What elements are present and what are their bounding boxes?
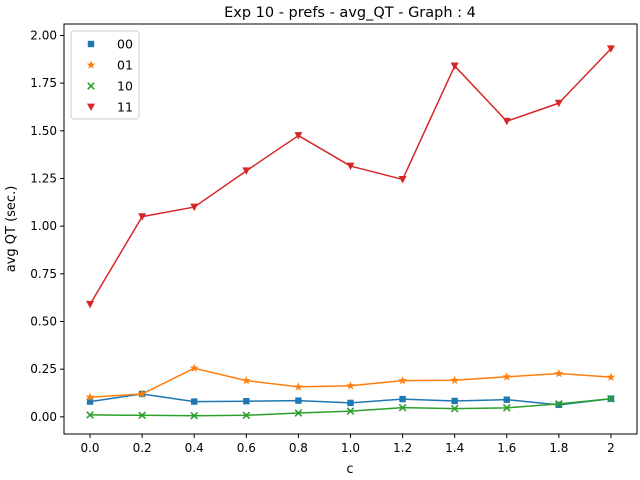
x-tick-label: 0.6 bbox=[237, 441, 256, 455]
data-point-11 bbox=[450, 62, 459, 70]
y-tick-label: 0.00 bbox=[30, 410, 57, 424]
series-10 bbox=[86, 394, 615, 420]
legend-marker-10 bbox=[87, 82, 95, 90]
data-point-01 bbox=[450, 375, 460, 384]
data-point-01 bbox=[346, 381, 355, 390]
data-point-11 bbox=[138, 213, 147, 221]
data-point-11 bbox=[554, 99, 563, 108]
data-point-10 bbox=[554, 400, 563, 408]
y-tick-label: 0.50 bbox=[30, 314, 57, 328]
x-axis-label: c bbox=[346, 462, 353, 477]
x-tick-label: 0.8 bbox=[289, 441, 308, 455]
x-tick-label: 2 bbox=[607, 441, 615, 455]
x-tick-label: 1.2 bbox=[393, 441, 412, 455]
data-point-10 bbox=[607, 394, 615, 403]
y-tick-label: 2.00 bbox=[30, 28, 57, 42]
chart-title: Exp 10 - prefs - avg_QT - Graph : 4 bbox=[224, 5, 476, 21]
data-point-00 bbox=[451, 397, 458, 405]
y-axis-label: avg QT (sec.) bbox=[4, 186, 19, 273]
y-tick-label: 1.50 bbox=[30, 124, 57, 138]
x-tick-label: 0.0 bbox=[80, 441, 99, 455]
data-point-10 bbox=[346, 407, 355, 415]
data-point-11 bbox=[502, 117, 511, 126]
data-point-10 bbox=[190, 411, 199, 420]
data-point-11 bbox=[86, 300, 95, 309]
data-point-00 bbox=[347, 399, 354, 407]
x-tick-label: 0.2 bbox=[133, 441, 152, 455]
data-point-01 bbox=[398, 376, 407, 385]
legend-marker-00 bbox=[87, 40, 95, 48]
legend-label: 01 bbox=[117, 58, 133, 73]
data-point-11 bbox=[346, 162, 355, 171]
data-point-11 bbox=[294, 132, 303, 140]
data-point-01 bbox=[294, 382, 303, 391]
data-point-10 bbox=[138, 411, 147, 420]
legend-label: 11 bbox=[117, 100, 133, 115]
y-tick-label: 0.25 bbox=[30, 362, 57, 376]
data-point-01 bbox=[137, 389, 147, 398]
data-point-00 bbox=[86, 398, 94, 405]
data-point-00 bbox=[503, 396, 510, 403]
y-tick-label: 1.25 bbox=[30, 171, 57, 185]
legend-box bbox=[70, 30, 140, 120]
legend-label: 00 bbox=[117, 37, 133, 52]
data-point-01 bbox=[554, 368, 564, 378]
data-point-10 bbox=[502, 404, 511, 412]
series-01 bbox=[85, 363, 616, 401]
y-tick-label: 0.75 bbox=[30, 267, 57, 281]
data-point-11 bbox=[190, 203, 199, 212]
x-tick-label: 0.4 bbox=[185, 441, 204, 455]
x-tick-label: 1.0 bbox=[341, 441, 360, 455]
data-point-10 bbox=[294, 409, 303, 417]
data-point-01 bbox=[606, 372, 616, 381]
data-point-00 bbox=[191, 398, 198, 405]
legend-label: 10 bbox=[117, 79, 133, 94]
y-tick-label: 1.00 bbox=[30, 219, 57, 233]
data-point-11 bbox=[242, 167, 251, 175]
x-tick-label: 1.8 bbox=[549, 441, 568, 455]
legend-marker-11 bbox=[87, 103, 95, 111]
legend-marker-01 bbox=[86, 60, 96, 69]
data-point-11 bbox=[606, 45, 615, 53]
data-point-10 bbox=[86, 411, 94, 419]
data-point-01 bbox=[502, 372, 512, 381]
data-point-00 bbox=[399, 395, 406, 403]
x-axis: 0.0 0.2 0.4 0.6 0.8 1.0 1.2 1.4 1.6 1.8 2 bbox=[80, 434, 615, 455]
data-point-11 bbox=[398, 176, 407, 184]
data-point-10 bbox=[242, 411, 251, 420]
data-point-00 bbox=[243, 398, 250, 405]
y-axis: 0.00 0.25 0.50 0.75 1.00 1.25 1.50 1.75 2.00 bbox=[30, 28, 64, 424]
y-tick-label: 1.75 bbox=[30, 76, 57, 90]
x-tick-label: 1.6 bbox=[497, 441, 516, 455]
series-11 bbox=[86, 45, 615, 309]
data-point-01 bbox=[189, 363, 199, 372]
x-tick-label: 1.4 bbox=[445, 441, 464, 455]
series-layer bbox=[85, 45, 616, 420]
data-point-01 bbox=[85, 392, 95, 401]
data-point-10 bbox=[450, 404, 459, 413]
data-point-00 bbox=[295, 397, 302, 404]
plot-area: 0.0 0.2 0.4 0.6 0.8 1.0 1.2 1.4 1.6 1.8 2 0.00 0.25… bbox=[30, 23, 638, 455]
legend: 00 01 10 11 bbox=[70, 30, 140, 120]
data-point-01 bbox=[241, 376, 251, 385]
data-point-10 bbox=[398, 403, 407, 412]
